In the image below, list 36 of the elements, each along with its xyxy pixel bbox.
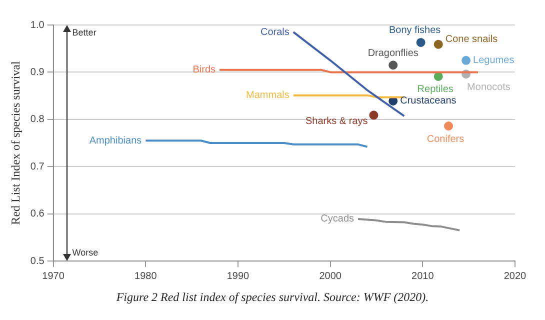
series-label: Mammals bbox=[246, 90, 290, 102]
series-label: Birds bbox=[192, 64, 216, 76]
y-tick-label: 1.0 bbox=[30, 20, 45, 31]
annotation: Worse bbox=[72, 247, 98, 258]
y-tick-label: 0.9 bbox=[30, 66, 45, 78]
series-label: Dragonflies bbox=[368, 48, 418, 59]
x-tick-label: 1980 bbox=[134, 270, 158, 282]
point bbox=[444, 122, 454, 131]
point bbox=[462, 56, 471, 65]
series-label: Cycads bbox=[320, 214, 354, 225]
series-label: Cone snails bbox=[445, 34, 498, 46]
series-label: Monocots bbox=[467, 82, 510, 93]
series-label: Amphibians bbox=[89, 135, 142, 146]
point bbox=[434, 40, 443, 49]
point bbox=[369, 110, 378, 120]
series-label: Crustaceans bbox=[400, 96, 456, 107]
y-tick-label: 0.5 bbox=[30, 256, 45, 267]
series-label: Reptiles bbox=[417, 84, 454, 96]
series-label: Sharks & rays bbox=[305, 116, 368, 127]
annotation: Better bbox=[72, 27, 96, 38]
y-tick-label: 0.7 bbox=[30, 161, 45, 172]
y-tick-label: 0.8 bbox=[30, 114, 45, 126]
series-label: Bony fishes bbox=[388, 25, 441, 36]
point bbox=[388, 60, 398, 70]
x-tick-label: 2020 bbox=[504, 270, 527, 282]
caption: Figure 2 Red list index of species survival. Source: WWF (2020). bbox=[115, 290, 430, 305]
x-tick-label: 2000 bbox=[319, 270, 342, 282]
series-label: Legumes bbox=[473, 55, 514, 66]
x-tick-label: 1990 bbox=[226, 270, 250, 282]
series-label: Conifers bbox=[426, 134, 464, 145]
y-tick-label: 0.6 bbox=[30, 208, 45, 220]
series-label: Corals bbox=[260, 26, 290, 38]
y-axis-title: Red List Index of species survival bbox=[8, 60, 22, 225]
x-tick-label: 1970 bbox=[42, 270, 65, 282]
x-tick-label: 2010 bbox=[412, 270, 434, 282]
point bbox=[416, 38, 426, 47]
